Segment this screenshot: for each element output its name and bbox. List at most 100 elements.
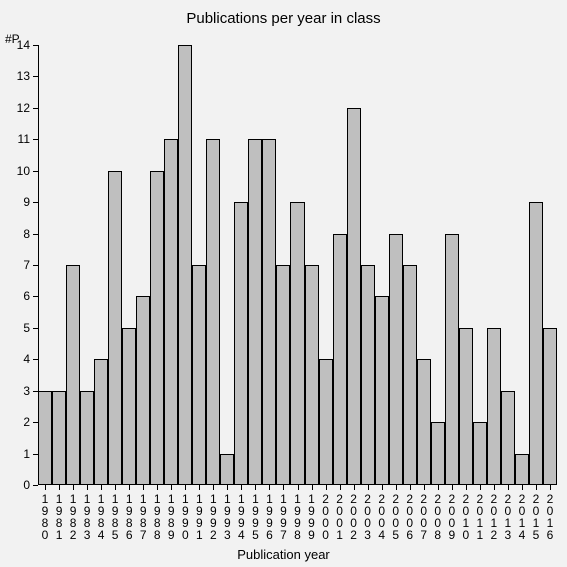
x-tick-label: 1986 — [123, 492, 135, 540]
bar — [347, 108, 361, 485]
y-tick-label: 1 — [23, 447, 38, 461]
x-tick-label: 1995 — [249, 492, 261, 540]
bar — [515, 454, 529, 485]
x-tick-label: 1990 — [179, 492, 191, 540]
x-tick — [508, 485, 509, 490]
x-tick-label: 2003 — [362, 492, 374, 540]
y-tick-label: 9 — [23, 195, 38, 209]
bar — [375, 296, 389, 485]
x-tick — [536, 485, 537, 490]
y-tick-label: 14 — [17, 38, 38, 52]
bar — [220, 454, 234, 485]
bar — [319, 359, 333, 485]
y-tick-label: 3 — [23, 384, 38, 398]
x-tick — [382, 485, 383, 490]
x-tick — [396, 485, 397, 490]
y-tick-label: 6 — [23, 289, 38, 303]
x-tick-label: 1993 — [221, 492, 233, 540]
x-tick-label: 1988 — [151, 492, 163, 540]
x-tick — [185, 485, 186, 490]
y-tick-label: 5 — [23, 321, 38, 335]
bar — [248, 139, 262, 485]
x-tick-label: 2016 — [544, 492, 556, 540]
bar — [445, 234, 459, 485]
bar — [417, 359, 431, 485]
bar — [66, 265, 80, 485]
x-tick-label: 1987 — [137, 492, 149, 540]
x-tick-label: 1983 — [81, 492, 93, 540]
x-tick — [368, 485, 369, 490]
bar — [431, 422, 445, 485]
x-tick-label: 2000 — [320, 492, 332, 540]
chart-container: Publications per year in class #P Public… — [0, 0, 567, 567]
bar — [136, 296, 150, 485]
bar — [305, 265, 319, 485]
x-tick-label: 2011 — [474, 492, 486, 540]
x-tick — [171, 485, 172, 490]
x-tick-label: 1996 — [263, 492, 275, 540]
x-tick — [227, 485, 228, 490]
bar — [501, 391, 515, 485]
x-tick — [129, 485, 130, 490]
bar — [80, 391, 94, 485]
bar — [262, 139, 276, 485]
x-tick-label: 2009 — [446, 492, 458, 540]
x-tick-label: 1984 — [95, 492, 107, 540]
x-tick-label: 1992 — [207, 492, 219, 540]
x-tick — [283, 485, 284, 490]
x-tick-label: 2013 — [502, 492, 514, 540]
x-tick — [452, 485, 453, 490]
y-tick-label: 2 — [23, 415, 38, 429]
x-tick — [269, 485, 270, 490]
x-tick — [298, 485, 299, 490]
y-tick-label: 0 — [23, 478, 38, 492]
x-tick-label: 2010 — [460, 492, 472, 540]
x-tick — [115, 485, 116, 490]
bar — [389, 234, 403, 485]
bar — [206, 139, 220, 485]
x-tick — [143, 485, 144, 490]
x-tick-label: 1989 — [165, 492, 177, 540]
x-tick — [340, 485, 341, 490]
bar — [290, 202, 304, 485]
x-tick — [101, 485, 102, 490]
x-tick — [59, 485, 60, 490]
bar — [94, 359, 108, 485]
bar — [150, 171, 164, 485]
x-tick-label: 1994 — [235, 492, 247, 540]
x-axis-label: Publication year — [0, 547, 567, 562]
bar — [473, 422, 487, 485]
bar — [361, 265, 375, 485]
bar — [459, 328, 473, 485]
x-tick — [157, 485, 158, 490]
x-tick-label: 2006 — [404, 492, 416, 540]
y-tick-label: 8 — [23, 227, 38, 241]
x-tick-label: 2014 — [516, 492, 528, 540]
bar — [403, 265, 417, 485]
x-tick — [494, 485, 495, 490]
x-tick-label: 1991 — [193, 492, 205, 540]
x-tick — [213, 485, 214, 490]
y-tick-label: 11 — [18, 132, 38, 146]
x-tick-label: 1999 — [306, 492, 318, 540]
x-tick-label: 2007 — [418, 492, 430, 540]
bar — [234, 202, 248, 485]
x-tick-label: 1982 — [67, 492, 79, 540]
x-tick-label: 2008 — [432, 492, 444, 540]
bar — [276, 265, 290, 485]
x-tick — [73, 485, 74, 490]
x-tick — [45, 485, 46, 490]
x-tick — [424, 485, 425, 490]
bar — [38, 391, 52, 485]
bar — [487, 328, 501, 485]
x-tick-label: 1985 — [109, 492, 121, 540]
x-tick — [312, 485, 313, 490]
plot-area: 0123456789101112131419801981198219831984… — [38, 45, 557, 485]
x-tick-label: 1980 — [39, 492, 51, 540]
x-tick-label: 2001 — [334, 492, 346, 540]
y-tick-label: 7 — [23, 258, 38, 272]
x-tick-label: 2004 — [376, 492, 388, 540]
x-tick-label: 2002 — [348, 492, 360, 540]
bar — [192, 265, 206, 485]
bar — [122, 328, 136, 485]
